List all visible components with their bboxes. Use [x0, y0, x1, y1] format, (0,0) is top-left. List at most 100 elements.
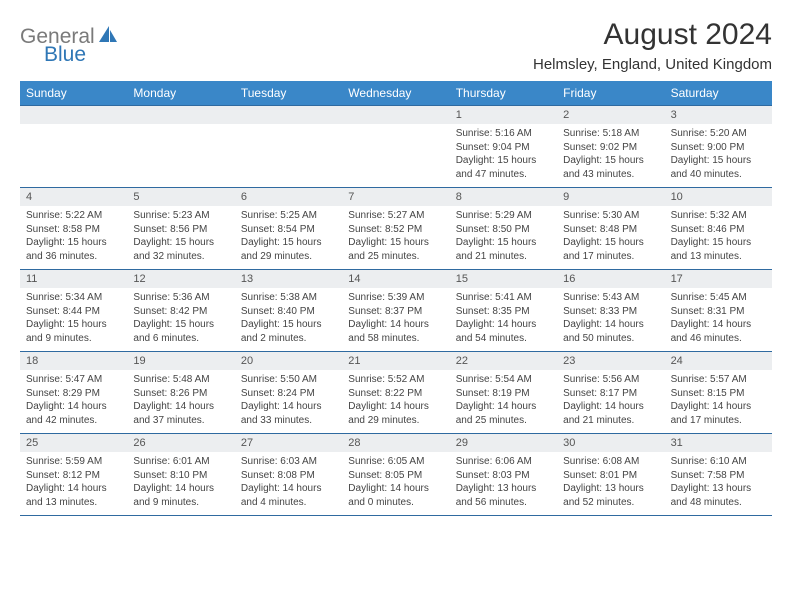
daylight-text: Daylight: 14 hours and 33 minutes. [241, 400, 336, 427]
sunrise-text: Sunrise: 6:03 AM [241, 455, 336, 469]
daylight-text: Daylight: 15 hours and 2 minutes. [241, 318, 336, 345]
daylight-text: Daylight: 14 hours and 9 minutes. [133, 482, 228, 509]
day-cell: 20Sunrise: 5:50 AMSunset: 8:24 PMDayligh… [235, 352, 342, 433]
day-data: Sunrise: 5:23 AMSunset: 8:56 PMDaylight:… [127, 206, 234, 269]
sunset-text: Sunset: 9:00 PM [671, 141, 766, 155]
day-data: Sunrise: 5:41 AMSunset: 8:35 PMDaylight:… [450, 288, 557, 351]
sunrise-text: Sunrise: 5:38 AM [241, 291, 336, 305]
day-number: 22 [450, 352, 557, 370]
day-number: 27 [235, 434, 342, 452]
day-cell [235, 106, 342, 187]
day-cell [127, 106, 234, 187]
sunset-text: Sunset: 9:02 PM [563, 141, 658, 155]
day-number: 31 [665, 434, 772, 452]
day-cell: 13 Sunrise: 5:38 AMSunset: 8:40 PMDayligh… [235, 270, 342, 351]
day-number [342, 106, 449, 124]
day-number: 28 [342, 434, 449, 452]
day-cell: 6Sunrise: 5:25 AMSunset: 8:54 PMDaylight… [235, 188, 342, 269]
day-number: 14 [342, 270, 449, 288]
sunrise-text: Sunrise: 5:16 AM [456, 127, 551, 141]
day-cell: 10Sunrise: 5:32 AMSunset: 8:46 PMDayligh… [665, 188, 772, 269]
sunrise-text: Sunrise: 5:50 AM [241, 373, 336, 387]
day-header: Saturday [665, 81, 772, 105]
sunrise-text: Sunrise: 6:01 AM [133, 455, 228, 469]
daylight-text: Daylight: 15 hours and 13 minutes. [671, 236, 766, 263]
day-number [20, 106, 127, 124]
day-number: 10 [665, 188, 772, 206]
sunset-text: Sunset: 8:58 PM [26, 223, 121, 237]
day-data: Sunrise: 6:03 AMSunset: 8:08 PMDaylight:… [235, 452, 342, 515]
day-number: 9 [557, 188, 664, 206]
sunrise-text: Sunrise: 5:36 AM [133, 291, 228, 305]
day-cell [20, 106, 127, 187]
day-cell: 18Sunrise: 5:47 AMSunset: 8:29 PMDayligh… [20, 352, 127, 433]
sunrise-text: Sunrise: 5:30 AM [563, 209, 658, 223]
logo: General Blue [20, 18, 119, 65]
day-number: 23 [557, 352, 664, 370]
day-data: Sunrise: 5:30 AMSunset: 8:48 PMDaylight:… [557, 206, 664, 269]
day-data: Sunrise: 5:47 AMSunset: 8:29 PMDaylight:… [20, 370, 127, 433]
daylight-text: Daylight: 15 hours and 29 minutes. [241, 236, 336, 263]
sunset-text: Sunset: 8:33 PM [563, 305, 658, 319]
day-number: 11 [20, 270, 127, 288]
day-cell: 1Sunrise: 5:16 AMSunset: 9:04 PMDaylight… [450, 106, 557, 187]
day-cell: 28Sunrise: 6:05 AMSunset: 8:05 PMDayligh… [342, 434, 449, 515]
day-data: Sunrise: 5:36 AMSunset: 8:42 PMDaylight:… [127, 288, 234, 351]
day-number: 8 [450, 188, 557, 206]
day-header: Wednesday [342, 81, 449, 105]
sunrise-text: Sunrise: 6:08 AM [563, 455, 658, 469]
sunset-text: Sunset: 8:48 PM [563, 223, 658, 237]
sunset-text: Sunset: 8:42 PM [133, 305, 228, 319]
daylight-text: Daylight: 14 hours and 25 minutes. [456, 400, 551, 427]
daylight-text: Daylight: 14 hours and 4 minutes. [241, 482, 336, 509]
day-data: Sunrise: 6:08 AMSunset: 8:01 PMDaylight:… [557, 452, 664, 515]
sunset-text: Sunset: 8:01 PM [563, 469, 658, 483]
day-cell: 2Sunrise: 5:18 AMSunset: 9:02 PMDaylight… [557, 106, 664, 187]
day-cell: 7Sunrise: 5:27 AMSunset: 8:52 PMDaylight… [342, 188, 449, 269]
sunrise-text: Sunrise: 5:18 AM [563, 127, 658, 141]
sunrise-text: Sunrise: 5:43 AM [563, 291, 658, 305]
day-cell: 27Sunrise: 6:03 AMSunset: 8:08 PMDayligh… [235, 434, 342, 515]
sunrise-text: Sunrise: 5:23 AM [133, 209, 228, 223]
sunset-text: Sunset: 7:58 PM [671, 469, 766, 483]
sunset-text: Sunset: 8:22 PM [348, 387, 443, 401]
day-cell: 3Sunrise: 5:20 AMSunset: 9:00 PMDaylight… [665, 106, 772, 187]
day-data: Sunrise: 5:50 AMSunset: 8:24 PMDaylight:… [235, 370, 342, 433]
day-data: Sunrise: 6:10 AMSunset: 7:58 PMDaylight:… [665, 452, 772, 515]
sunrise-text: Sunrise: 5:41 AM [456, 291, 551, 305]
sunset-text: Sunset: 8:24 PM [241, 387, 336, 401]
daylight-text: Daylight: 14 hours and 58 minutes. [348, 318, 443, 345]
header: General Blue August 2024 Helmsley, Engla… [20, 18, 772, 73]
day-cell: 29Sunrise: 6:06 AMSunset: 8:03 PMDayligh… [450, 434, 557, 515]
day-header-row: Sunday Monday Tuesday Wednesday Thursday… [20, 81, 772, 105]
day-cell: 24Sunrise: 5:57 AMSunset: 8:15 PMDayligh… [665, 352, 772, 433]
day-number: 25 [20, 434, 127, 452]
sunset-text: Sunset: 8:54 PM [241, 223, 336, 237]
day-number: 13 [235, 270, 342, 288]
daylight-text: Daylight: 14 hours and 46 minutes. [671, 318, 766, 345]
day-number: 3 [665, 106, 772, 124]
day-data: Sunrise: 5:32 AMSunset: 8:46 PMDaylight:… [665, 206, 772, 269]
day-cell: 4Sunrise: 5:22 AMSunset: 8:58 PMDaylight… [20, 188, 127, 269]
month-title: August 2024 [533, 18, 772, 52]
day-cell: 12Sunrise: 5:36 AMSunset: 8:42 PMDayligh… [127, 270, 234, 351]
sunset-text: Sunset: 8:29 PM [26, 387, 121, 401]
day-cell: 9Sunrise: 5:30 AMSunset: 8:48 PMDaylight… [557, 188, 664, 269]
daylight-text: Daylight: 15 hours and 25 minutes. [348, 236, 443, 263]
sunset-text: Sunset: 8:50 PM [456, 223, 551, 237]
day-header: Sunday [20, 81, 127, 105]
day-number: 5 [127, 188, 234, 206]
sunset-text: Sunset: 8:40 PM [241, 305, 336, 319]
day-cell: 8Sunrise: 5:29 AMSunset: 8:50 PMDaylight… [450, 188, 557, 269]
daylight-text: Daylight: 14 hours and 37 minutes. [133, 400, 228, 427]
sunrise-text: Sunrise: 5:20 AM [671, 127, 766, 141]
sunset-text: Sunset: 8:37 PM [348, 305, 443, 319]
week-row: 25Sunrise: 5:59 AMSunset: 8:12 PMDayligh… [20, 434, 772, 516]
day-cell: 25Sunrise: 5:59 AMSunset: 8:12 PMDayligh… [20, 434, 127, 515]
sunset-text: Sunset: 8:46 PM [671, 223, 766, 237]
sunrise-text: Sunrise: 5:45 AM [671, 291, 766, 305]
day-data [235, 124, 342, 180]
daylight-text: Daylight: 14 hours and 54 minutes. [456, 318, 551, 345]
day-number: 26 [127, 434, 234, 452]
day-number: 12 [127, 270, 234, 288]
